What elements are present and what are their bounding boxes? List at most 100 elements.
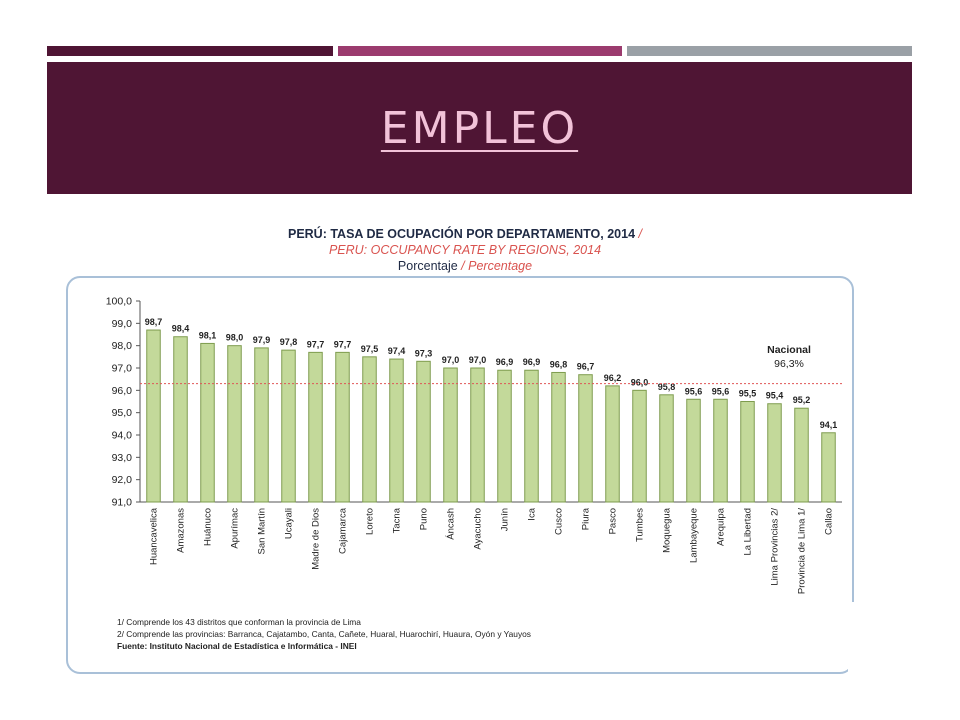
category-label: Cajamarca xyxy=(338,507,349,554)
bar-value-label: 97,9 xyxy=(253,335,271,345)
category-label: Cusco xyxy=(554,508,565,535)
chart-title: PERÚ: TASA DE OCUPACIÓN POR DEPARTAMENTO… xyxy=(287,227,636,241)
bar-value-label: 97,3 xyxy=(415,348,433,358)
bar xyxy=(821,432,836,503)
category-label: San Martín xyxy=(257,508,268,554)
bar-value-label: 96,9 xyxy=(496,357,514,367)
note-1: 1/ Comprende los 43 distritos que confor… xyxy=(117,617,361,627)
category-label: Lima Provincias 2/ xyxy=(770,508,781,586)
category-label: Puno xyxy=(419,508,430,530)
bar xyxy=(713,398,728,503)
bar-value-label: 98,1 xyxy=(199,330,217,340)
bar-value-label: 97,0 xyxy=(469,355,487,365)
bar-value-label: 98,4 xyxy=(172,324,190,334)
chart-titles: PERÚ: TASA DE OCUPACIÓN POR DEPARTAMENTO… xyxy=(230,226,700,274)
unit-separator: / xyxy=(461,259,465,273)
bar xyxy=(578,374,593,503)
bar-value-label: 96,2 xyxy=(604,373,622,383)
category-label: Amazonas xyxy=(176,508,187,553)
bar-value-label: 98,0 xyxy=(226,333,244,343)
bar xyxy=(335,351,350,503)
bar xyxy=(146,329,161,503)
slide-header: EMPLEO xyxy=(47,62,912,194)
category-label: Lambayeque xyxy=(689,508,700,563)
bar xyxy=(497,369,512,503)
y-tick-label: 99,0 xyxy=(112,318,133,330)
category-label: Moquegua xyxy=(662,507,673,553)
bar xyxy=(254,347,269,503)
y-tick-label: 94,0 xyxy=(112,430,133,442)
bar xyxy=(173,336,188,503)
bar xyxy=(767,403,782,503)
chart-notes: 1/ Comprende los 43 distritos que confor… xyxy=(117,616,531,652)
bar-value-label: 96,8 xyxy=(550,359,568,369)
category-label: Madre de Dios xyxy=(311,508,322,570)
category-label: Huánuco xyxy=(203,508,214,546)
y-tick-label: 98,0 xyxy=(112,340,133,352)
bar-value-label: 97,4 xyxy=(388,346,406,356)
bar xyxy=(227,345,242,503)
bar-value-label: 97,5 xyxy=(361,344,379,354)
bar xyxy=(470,367,485,503)
unit-label-es: Porcentaje xyxy=(397,259,458,273)
category-label: Apurímac xyxy=(230,508,241,549)
bar xyxy=(605,385,620,503)
top-strip-magenta xyxy=(338,46,622,56)
bar xyxy=(389,358,404,503)
category-label: Huancavelica xyxy=(149,507,160,565)
chart-title-separator: / xyxy=(638,227,642,241)
bar-value-label: 98,7 xyxy=(145,317,163,327)
category-label: Junín xyxy=(500,508,511,531)
bar-value-label: 97,0 xyxy=(442,355,460,365)
bar-value-label: 96,9 xyxy=(523,357,541,367)
y-tick-label: 91,0 xyxy=(112,497,133,509)
bar xyxy=(740,401,755,503)
category-label: Loreto xyxy=(365,508,376,535)
top-strip-dark xyxy=(47,46,333,56)
category-label: Áncash xyxy=(446,508,457,540)
category-label: La Libertad xyxy=(743,508,754,556)
top-strip-gray xyxy=(627,46,912,56)
y-tick-label: 96,0 xyxy=(112,385,133,397)
category-label: Provincia de Lima 1/ xyxy=(797,508,808,594)
bar xyxy=(632,389,647,503)
bar-value-label: 97,8 xyxy=(280,337,298,347)
bar xyxy=(524,369,539,503)
bar xyxy=(200,342,215,503)
bar-value-label: 94,1 xyxy=(820,420,838,430)
source-note: Fuente: Instituto Nacional de Estadístic… xyxy=(117,641,357,651)
bar xyxy=(281,349,296,503)
category-label: Tacna xyxy=(392,507,403,533)
bar xyxy=(416,360,431,503)
y-tick-label: 95,0 xyxy=(112,407,133,419)
bar xyxy=(362,356,377,503)
bar-value-label: 95,2 xyxy=(793,395,811,405)
slide-title: EMPLEO xyxy=(380,102,579,154)
y-tick-label: 93,0 xyxy=(112,452,133,464)
bar-value-label: 97,7 xyxy=(334,339,352,349)
y-tick-label: 100,0 xyxy=(106,296,132,308)
bar-value-label: 96,0 xyxy=(631,377,649,387)
y-tick-label: 92,0 xyxy=(112,474,133,486)
panel-edge-cut xyxy=(848,602,860,678)
category-label: Ica xyxy=(527,507,538,520)
bar xyxy=(794,407,809,503)
bar-value-label: 95,8 xyxy=(658,382,676,392)
national-label: Nacional xyxy=(767,344,811,356)
bar-value-label: 96,7 xyxy=(577,362,595,372)
bar-value-label: 95,6 xyxy=(685,386,703,396)
bar-value-label: 97,7 xyxy=(307,339,325,349)
bar-value-label: 95,4 xyxy=(766,391,784,401)
category-label: Pasco xyxy=(608,508,619,534)
category-label: Tumbes xyxy=(635,508,646,542)
bar xyxy=(308,351,323,503)
bar xyxy=(551,371,566,503)
bar xyxy=(659,394,674,503)
national-value-label: 96,3% xyxy=(774,358,804,370)
bar-value-label: 95,6 xyxy=(712,386,730,396)
bar xyxy=(686,398,701,503)
category-label: Arequipa xyxy=(716,507,727,546)
unit-label-en: Percentage xyxy=(468,259,533,273)
category-label: Ayacucho xyxy=(473,508,484,550)
